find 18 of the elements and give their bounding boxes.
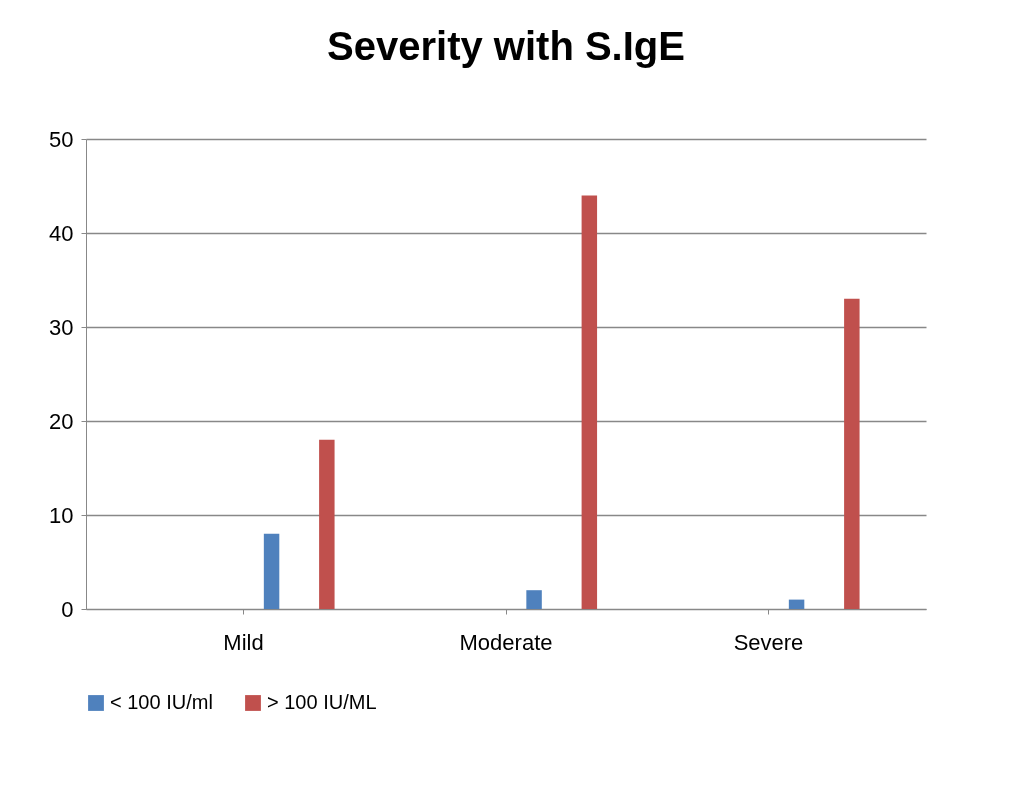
bar	[844, 298, 860, 609]
chart-title: Severity with S.IgE	[327, 24, 685, 68]
bar	[581, 195, 598, 609]
legend-label: > 100 IU/ML	[267, 691, 377, 713]
x-tick-label: Mild	[223, 629, 264, 655]
legend-label: < 100 IU/ml	[110, 691, 213, 713]
x-tick-label: Moderate	[459, 629, 553, 655]
y-tick-label: 50	[49, 126, 74, 152]
y-tick-label: 30	[49, 314, 74, 340]
y-tick-label: 10	[49, 502, 74, 528]
bar	[526, 590, 542, 609]
x-tick-label: Severe	[733, 629, 804, 655]
y-tick-label: 40	[49, 220, 74, 246]
bar	[788, 599, 805, 609]
y-tick-label: 0	[61, 596, 74, 622]
y-tick-label: 20	[49, 408, 74, 434]
bar	[319, 439, 335, 609]
bar	[263, 533, 280, 609]
